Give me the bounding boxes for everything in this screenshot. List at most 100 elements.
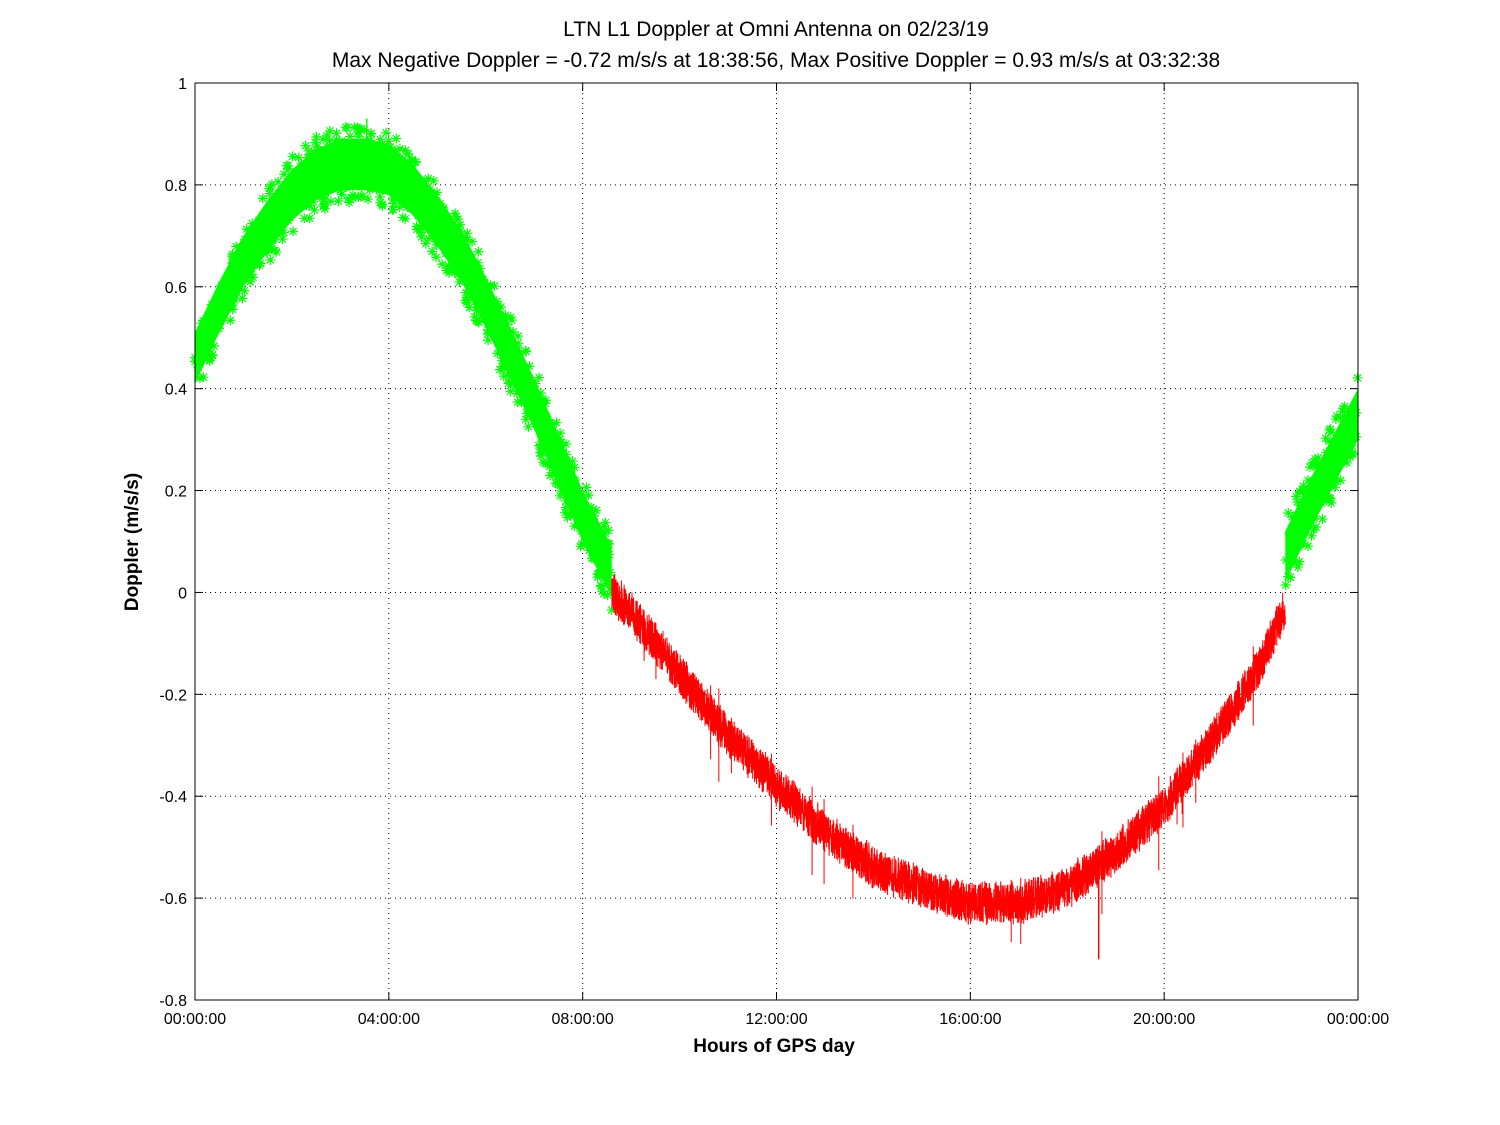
- asterisk-marker: [473, 275, 484, 286]
- asterisk-marker: [303, 172, 314, 183]
- asterisk-marker: [578, 509, 589, 520]
- asterisk-marker: [551, 464, 562, 475]
- asterisk-marker: [336, 189, 347, 200]
- asterisk-marker: [535, 388, 546, 399]
- asterisk-marker: [512, 397, 523, 408]
- asterisk-marker: [270, 245, 281, 256]
- asterisk-marker: [200, 325, 211, 336]
- asterisk-marker: [463, 285, 474, 296]
- asterisk-marker: [581, 540, 592, 551]
- asterisk-marker: [229, 294, 240, 305]
- asterisk-marker: [560, 507, 571, 518]
- asterisk-marker: [236, 253, 247, 264]
- asterisk-marker: [444, 263, 455, 274]
- asterisk-marker: [540, 398, 551, 409]
- asterisk-marker: [554, 434, 565, 445]
- asterisk-marker: [209, 322, 220, 333]
- asterisk-marker: [553, 441, 564, 452]
- asterisk-marker: [469, 279, 480, 290]
- asterisk-marker: [554, 449, 565, 460]
- asterisk-marker: [315, 181, 326, 192]
- asterisk-marker: [213, 323, 224, 334]
- asterisk-marker: [540, 430, 551, 441]
- asterisk-marker: [1339, 426, 1350, 437]
- asterisk-marker: [1319, 461, 1330, 472]
- asterisk-marker: [477, 310, 488, 321]
- asterisk-marker: [575, 526, 586, 537]
- asterisk-marker: [485, 280, 496, 291]
- asterisk-marker: [281, 160, 292, 171]
- asterisk-marker: [368, 140, 379, 151]
- asterisk-marker: [1283, 507, 1294, 518]
- asterisk-marker: [331, 128, 342, 139]
- asterisk-marker: [445, 233, 456, 244]
- asterisk-marker: [450, 211, 461, 222]
- asterisk-marker: [317, 165, 328, 176]
- asterisk-marker: [550, 442, 561, 453]
- asterisk-marker: [404, 160, 415, 171]
- x-tick-label: 04:00:00: [358, 1011, 420, 1028]
- asterisk-marker: [387, 194, 398, 205]
- asterisk-marker: [541, 411, 552, 422]
- asterisk-marker: [403, 149, 414, 160]
- asterisk-marker: [1340, 413, 1351, 424]
- asterisk-marker: [237, 273, 248, 284]
- asterisk-marker: [237, 293, 248, 304]
- asterisk-marker: [333, 196, 344, 207]
- asterisk-marker: [518, 389, 529, 400]
- asterisk-marker: [472, 257, 483, 268]
- asterisk-marker: [358, 135, 369, 146]
- asterisk-marker: [463, 250, 474, 261]
- asterisk-marker: [310, 137, 321, 148]
- asterisk-marker: [369, 157, 380, 168]
- asterisk-marker: [252, 252, 263, 263]
- asterisk-marker: [606, 604, 617, 615]
- asterisk-marker: [1324, 492, 1335, 503]
- asterisk-marker: [1328, 457, 1339, 468]
- asterisk-marker: [1316, 497, 1327, 508]
- asterisk-marker: [1351, 431, 1362, 442]
- asterisk-marker: [319, 194, 330, 205]
- asterisk-marker: [540, 458, 551, 469]
- x-tick-label: 00:00:00: [164, 1011, 226, 1028]
- asterisk-marker: [385, 147, 396, 158]
- asterisk-marker: [1330, 414, 1341, 425]
- series-1: [611, 573, 1286, 944]
- asterisk-marker: [565, 462, 576, 473]
- asterisk-marker: [239, 261, 250, 272]
- asterisk-marker: [359, 124, 370, 135]
- asterisk-marker: [522, 388, 533, 399]
- asterisk-marker: [340, 174, 351, 185]
- asterisk-marker: [258, 245, 269, 256]
- x-tick-label: 08:00:00: [552, 1011, 614, 1028]
- asterisk-marker: [321, 170, 332, 181]
- asterisk-marker: [394, 143, 405, 154]
- series-line: [611, 573, 1286, 926]
- asterisk-marker: [455, 240, 466, 251]
- asterisk-marker: [336, 146, 347, 157]
- asterisk-marker: [374, 185, 385, 196]
- asterisk-marker: [547, 419, 558, 430]
- asterisk-marker: [561, 439, 572, 450]
- asterisk-marker: [193, 362, 204, 373]
- asterisk-marker: [455, 261, 466, 272]
- asterisk-marker: [381, 175, 392, 186]
- asterisk-marker: [361, 170, 372, 181]
- asterisk-marker: [462, 228, 473, 239]
- asterisk-marker: [1291, 491, 1302, 502]
- asterisk-marker: [576, 539, 587, 550]
- asterisk-marker: [397, 212, 408, 223]
- asterisk-marker: [587, 527, 598, 538]
- asterisk-marker: [1345, 421, 1356, 432]
- asterisk-marker: [1311, 459, 1322, 470]
- asterisk-marker: [556, 437, 567, 448]
- asterisk-marker: [245, 276, 256, 287]
- asterisk-marker: [578, 515, 589, 526]
- asterisk-marker: [562, 512, 573, 523]
- asterisk-marker: [301, 200, 312, 211]
- asterisk-marker: [498, 353, 509, 364]
- asterisk-marker: [231, 285, 242, 296]
- asterisk-marker: [207, 349, 218, 360]
- asterisk-marker: [419, 193, 430, 204]
